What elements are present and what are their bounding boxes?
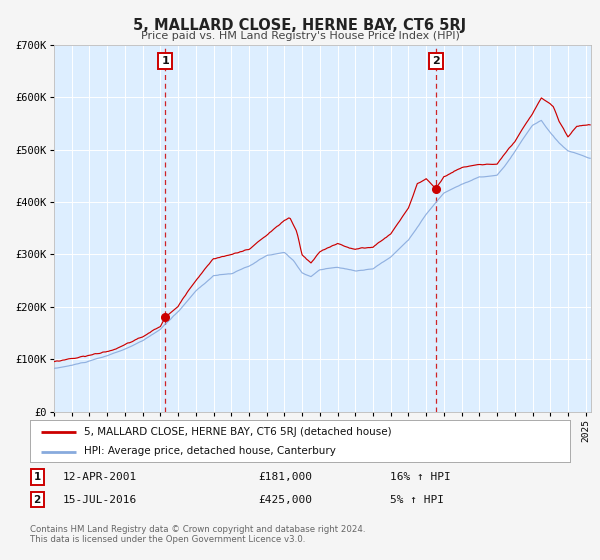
Text: 1: 1 xyxy=(161,57,169,66)
Text: 5% ↑ HPI: 5% ↑ HPI xyxy=(390,494,444,505)
Text: 2: 2 xyxy=(34,494,41,505)
Text: £425,000: £425,000 xyxy=(258,494,312,505)
Text: Price paid vs. HM Land Registry's House Price Index (HPI): Price paid vs. HM Land Registry's House … xyxy=(140,31,460,41)
Text: £181,000: £181,000 xyxy=(258,472,312,482)
Text: 12-APR-2001: 12-APR-2001 xyxy=(63,472,137,482)
Text: 5, MALLARD CLOSE, HERNE BAY, CT6 5RJ: 5, MALLARD CLOSE, HERNE BAY, CT6 5RJ xyxy=(133,18,467,34)
Text: HPI: Average price, detached house, Canterbury: HPI: Average price, detached house, Cant… xyxy=(84,446,336,456)
Text: 5, MALLARD CLOSE, HERNE BAY, CT6 5RJ (detached house): 5, MALLARD CLOSE, HERNE BAY, CT6 5RJ (de… xyxy=(84,427,392,437)
Text: Contains HM Land Registry data © Crown copyright and database right 2024.
This d: Contains HM Land Registry data © Crown c… xyxy=(30,525,365,544)
Text: 15-JUL-2016: 15-JUL-2016 xyxy=(63,494,137,505)
Text: 16% ↑ HPI: 16% ↑ HPI xyxy=(390,472,451,482)
Text: 2: 2 xyxy=(432,57,440,66)
Text: 1: 1 xyxy=(34,472,41,482)
